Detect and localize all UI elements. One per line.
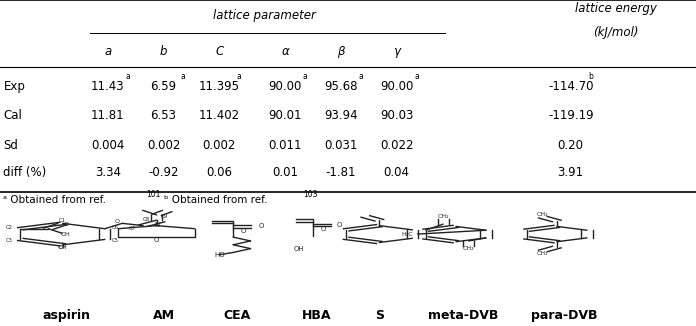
Text: ᵇ Obtained from ref.: ᵇ Obtained from ref.: [164, 195, 270, 205]
Text: C1: C1: [59, 218, 66, 223]
Text: HBA: HBA: [302, 309, 331, 322]
Text: 0.002: 0.002: [147, 139, 180, 152]
Text: diff (%): diff (%): [3, 166, 47, 179]
Text: -0.92: -0.92: [148, 166, 179, 179]
Text: b: b: [160, 45, 167, 58]
Text: O: O: [115, 219, 120, 224]
Text: O: O: [258, 223, 264, 230]
Text: meta-DVB: meta-DVB: [427, 309, 498, 322]
Text: 0.01: 0.01: [272, 166, 299, 179]
Text: -114.70: -114.70: [548, 80, 594, 93]
Text: CH₂: CH₂: [537, 251, 548, 256]
Text: Cal: Cal: [3, 109, 22, 122]
Text: 6.53: 6.53: [150, 109, 177, 122]
Text: 95.68: 95.68: [324, 80, 358, 93]
Text: OH: OH: [294, 245, 305, 252]
Text: a: a: [125, 71, 130, 81]
Text: 11.402: 11.402: [198, 109, 240, 122]
Text: 103: 103: [303, 190, 317, 199]
Text: 93.94: 93.94: [324, 109, 358, 122]
Text: lattice parameter: lattice parameter: [213, 9, 316, 22]
Text: Sd: Sd: [3, 139, 18, 152]
Text: aspirin: aspirin: [42, 309, 90, 322]
Text: C8: C8: [143, 217, 150, 222]
Text: CH₂: CH₂: [537, 213, 548, 217]
Text: 0.031: 0.031: [324, 139, 358, 152]
Text: Exp: Exp: [3, 80, 25, 93]
Text: N: N: [154, 222, 159, 228]
Text: b: b: [588, 71, 593, 81]
Text: a: a: [104, 45, 111, 58]
Text: a: a: [303, 71, 308, 81]
Text: O: O: [337, 222, 342, 228]
Text: 11.81: 11.81: [91, 109, 125, 122]
Text: -119.19: -119.19: [548, 109, 594, 122]
Text: 90.00: 90.00: [380, 80, 413, 93]
Text: C6: C6: [112, 225, 119, 230]
Text: OH: OH: [61, 232, 70, 237]
Text: S: S: [375, 309, 383, 322]
Text: O: O: [63, 222, 68, 227]
Text: CH₂: CH₂: [463, 246, 475, 251]
Text: CEA: CEA: [223, 309, 251, 322]
Text: 101: 101: [146, 190, 161, 199]
Text: γ: γ: [393, 45, 400, 58]
Text: C4: C4: [59, 245, 66, 250]
Text: 0.20: 0.20: [557, 139, 584, 152]
Text: 11.395: 11.395: [199, 80, 239, 93]
Text: OH: OH: [58, 245, 68, 250]
Text: a: a: [237, 71, 242, 81]
Text: para-DVB: para-DVB: [530, 309, 597, 322]
Text: O: O: [321, 227, 326, 232]
Text: 3.34: 3.34: [95, 166, 121, 179]
Text: C9: C9: [160, 214, 168, 219]
Text: 0.04: 0.04: [383, 166, 410, 179]
Text: 6.59: 6.59: [150, 80, 177, 93]
Text: α: α: [281, 45, 290, 58]
Text: 90.01: 90.01: [269, 109, 302, 122]
Text: C7: C7: [129, 226, 136, 231]
Text: -1.81: -1.81: [326, 166, 356, 179]
Text: a: a: [414, 71, 419, 81]
Text: C2: C2: [6, 225, 13, 230]
Text: 90.03: 90.03: [380, 109, 413, 122]
Text: HO: HO: [214, 252, 225, 258]
Text: CH₂: CH₂: [437, 214, 449, 219]
Text: C3: C3: [6, 238, 13, 243]
Text: C5: C5: [112, 238, 119, 243]
Text: 11.43: 11.43: [91, 80, 125, 93]
Text: a: a: [181, 71, 186, 81]
Text: a: a: [358, 71, 363, 81]
Text: 90.00: 90.00: [269, 80, 302, 93]
Text: lattice energy: lattice energy: [575, 2, 657, 15]
Text: ᵃ Obtained from ref.: ᵃ Obtained from ref.: [3, 195, 110, 205]
Text: 0.002: 0.002: [203, 139, 236, 152]
Text: 0.004: 0.004: [91, 139, 125, 152]
Text: 3.91: 3.91: [557, 166, 584, 179]
Text: 0.06: 0.06: [206, 166, 232, 179]
Text: O: O: [241, 228, 246, 234]
Text: O: O: [154, 237, 159, 243]
Text: AM: AM: [152, 309, 175, 322]
Text: β: β: [338, 45, 345, 58]
Text: (kJ/mol): (kJ/mol): [593, 26, 639, 39]
Text: H₂C: H₂C: [402, 231, 413, 237]
Text: C: C: [215, 45, 223, 58]
Text: 0.022: 0.022: [380, 139, 413, 152]
Text: 0.011: 0.011: [269, 139, 302, 152]
